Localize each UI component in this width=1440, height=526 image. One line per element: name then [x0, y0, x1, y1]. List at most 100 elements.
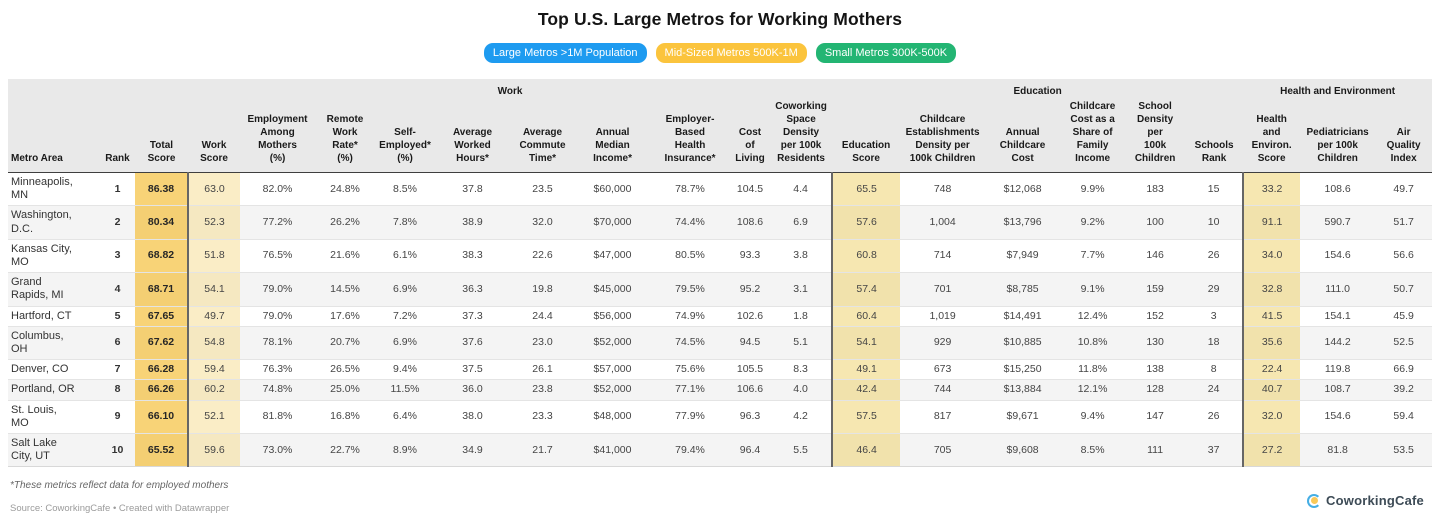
source-line: Source: CoworkingCafe • Created with Dat… — [10, 503, 230, 515]
legend-badge: Large Metros >1M Population — [483, 43, 647, 63]
cell-metro-area: Grand Rapids, MI — [8, 272, 100, 307]
cell-remote-work-rate: 25.0% — [315, 379, 376, 401]
cell-annual-median-income: $57,000 — [575, 359, 651, 380]
col-header-school-density: School Density per 100k Children — [1125, 98, 1186, 173]
cell-average-commute-time: 23.3 — [510, 399, 576, 434]
cell-pediatricians: 590.7 — [1300, 205, 1376, 240]
cell-remote-work-rate: 26.2% — [315, 205, 376, 240]
cell-self-employed: 7.8% — [375, 205, 436, 240]
cell-childcare-cost-share: 8.5% — [1060, 433, 1126, 468]
cell-total-score: 67.65 — [135, 305, 189, 327]
cell-average-worked-hours: 36.3 — [435, 272, 511, 307]
cell-average-worked-hours: 38.3 — [435, 238, 511, 273]
cell-health-environ-score: 34.0 — [1242, 238, 1301, 273]
col-header-average-commute-time: Average Commute Time* — [510, 98, 576, 173]
cell-self-employed: 6.9% — [375, 272, 436, 307]
col-header-employer-based-health-insurance: Employer- Based Health Insurance* — [650, 98, 731, 173]
legend: Large Metros >1M Population Mid-Sized Met… — [0, 43, 1440, 63]
cell-pediatricians: 154.6 — [1300, 399, 1376, 434]
cell-air-quality-index: 59.4 — [1375, 399, 1433, 434]
col-header-education-score: Education Score — [832, 98, 901, 173]
cell-cost-of-living: 96.4 — [730, 433, 771, 468]
cell-employment-among-mothers: 76.5% — [240, 238, 316, 273]
cell-metro-area: Salt Lake City, UT — [8, 433, 100, 468]
cell-cost-of-living: 105.5 — [730, 359, 771, 380]
cell-annual-median-income: $52,000 — [575, 325, 651, 360]
cell-metro-area: St. Louis, MO — [8, 399, 100, 434]
col-header-cost-of-living: Cost of Living — [730, 98, 771, 173]
cell-childcare-cost-share: 11.8% — [1060, 359, 1126, 380]
cell-total-score: 68.82 — [135, 238, 189, 273]
cell-air-quality-index: 52.5 — [1375, 325, 1433, 360]
cell-metro-area: Columbus, OH — [8, 325, 100, 360]
col-header-childcare-establishments-density: Childcare Establishments Density per 100… — [900, 98, 986, 173]
cell-childcare-cost-share: 12.4% — [1060, 305, 1126, 327]
cell-childcare-establishments-density: 744 — [900, 379, 986, 401]
cell-employment-among-mothers: 79.0% — [240, 272, 316, 307]
cell-employer-based-health-insurance: 74.9% — [650, 305, 731, 327]
cell-childcare-establishments-density: 1,004 — [900, 205, 986, 240]
cell-annual-childcare-cost: $15,250 — [985, 359, 1061, 380]
cell-average-worked-hours: 38.0 — [435, 399, 511, 434]
cell-pediatricians: 119.8 — [1300, 359, 1376, 380]
page-title: Top U.S. Large Metros for Working Mother… — [537, 9, 903, 29]
cell-schools-rank: 3 — [1185, 305, 1244, 327]
cell-self-employed: 8.9% — [375, 433, 436, 468]
cell-health-environ-score: 33.2 — [1242, 172, 1301, 206]
cell-employer-based-health-insurance: 74.4% — [650, 205, 731, 240]
cell-total-score: 66.28 — [135, 359, 189, 380]
table-row: Denver, CO 7 66.28 59.4 76.3% 26.5% 9.4% 37.5 26… — [8, 359, 1433, 380]
cell-average-commute-time: 26.1 — [510, 359, 576, 380]
cell-coworking-space-density: 4.2 — [770, 399, 833, 434]
cell-schools-rank: 15 — [1207, 182, 1220, 195]
cell-total-score: 86.38 — [135, 172, 189, 206]
cell-remote-work-rate: 20.7% — [315, 325, 376, 360]
logo-text: CoworkingCafe — [1326, 493, 1424, 508]
cell-air-quality-index: 53.5 — [1375, 433, 1433, 468]
cell-employer-based-health-insurance: 77.1% — [650, 379, 731, 401]
col-header-annual-median-income: Annual Median Income* — [575, 98, 651, 173]
cell-cost-of-living: 102.6 — [730, 305, 771, 327]
cell-average-commute-time: 22.6 — [510, 238, 576, 273]
cell-work-score: 54.8 — [187, 325, 241, 360]
col-header-air-quality-index: Air Quality Index — [1375, 98, 1433, 173]
column-header-row: Metro Area Rank Total Score Work Score Emplo… — [8, 98, 1433, 173]
table-row: St. Louis, MO 9 66.10 52.1 81.8% 16.8% 6.4% 38.… — [8, 399, 1433, 434]
cell-cost-of-living: 94.5 — [730, 325, 771, 360]
cell-average-worked-hours: 36.0 — [435, 379, 511, 401]
cell-remote-work-rate: 17.6% — [315, 305, 376, 327]
cell-metro-area: Denver, CO — [8, 359, 100, 380]
coworkingcafe-logo: CoworkingCafe — [1307, 493, 1424, 508]
cell-air-quality-index: 45.9 — [1375, 305, 1433, 327]
cell-annual-childcare-cost: $10,885 — [985, 325, 1061, 360]
cell-education-score: 42.4 — [831, 379, 901, 401]
col-header-rank: Rank — [100, 98, 135, 173]
cell-total-score: 66.10 — [135, 399, 189, 434]
cell-total-score: 67.62 — [135, 325, 189, 360]
cell-work-score: 52.1 — [187, 399, 241, 434]
cell-schools-rank: 26 — [1185, 238, 1244, 273]
cell-annual-median-income: $41,000 — [575, 433, 651, 468]
table-row: Washington, D.C. 2 80.34 52.3 77.2% 26.2% 7.8%… — [8, 205, 1433, 240]
cell-annual-childcare-cost: $12,068 — [1003, 182, 1042, 195]
cell-work-score: 49.7 — [187, 305, 241, 327]
cell-education-score: 54.1 — [831, 325, 901, 360]
cell-annual-childcare-cost: $13,796 — [985, 205, 1061, 240]
cell-employment-among-mothers: 81.8% — [240, 399, 316, 434]
cell-metro-area: Minneapolis, MN — [11, 176, 73, 202]
cell-annual-median-income: $60,000 — [593, 182, 632, 195]
col-header-work-score: Work Score — [188, 98, 241, 173]
cell-metro-area: Portland, OR — [8, 379, 100, 401]
cell-employment-among-mothers: 78.1% — [240, 325, 316, 360]
cell-childcare-cost-share: 9.1% — [1060, 272, 1126, 307]
cell-air-quality-index: 51.7 — [1375, 205, 1433, 240]
table-row: Grand Rapids, MI 4 68.71 54.1 79.0% 14.5% 6.9%… — [8, 272, 1433, 307]
cell-pediatricians: 81.8 — [1300, 433, 1376, 468]
cell-rank: 1 — [114, 182, 121, 195]
cell-average-worked-hours: 37.6 — [435, 325, 511, 360]
cell-education-score: 65.5 — [831, 172, 901, 206]
cell-childcare-establishments-density: 673 — [900, 359, 986, 380]
cell-employer-based-health-insurance: 78.7% — [675, 182, 705, 195]
cell-childcare-cost-share: 7.7% — [1060, 238, 1126, 273]
footnote: *These metrics reflect data for employed… — [10, 480, 229, 492]
